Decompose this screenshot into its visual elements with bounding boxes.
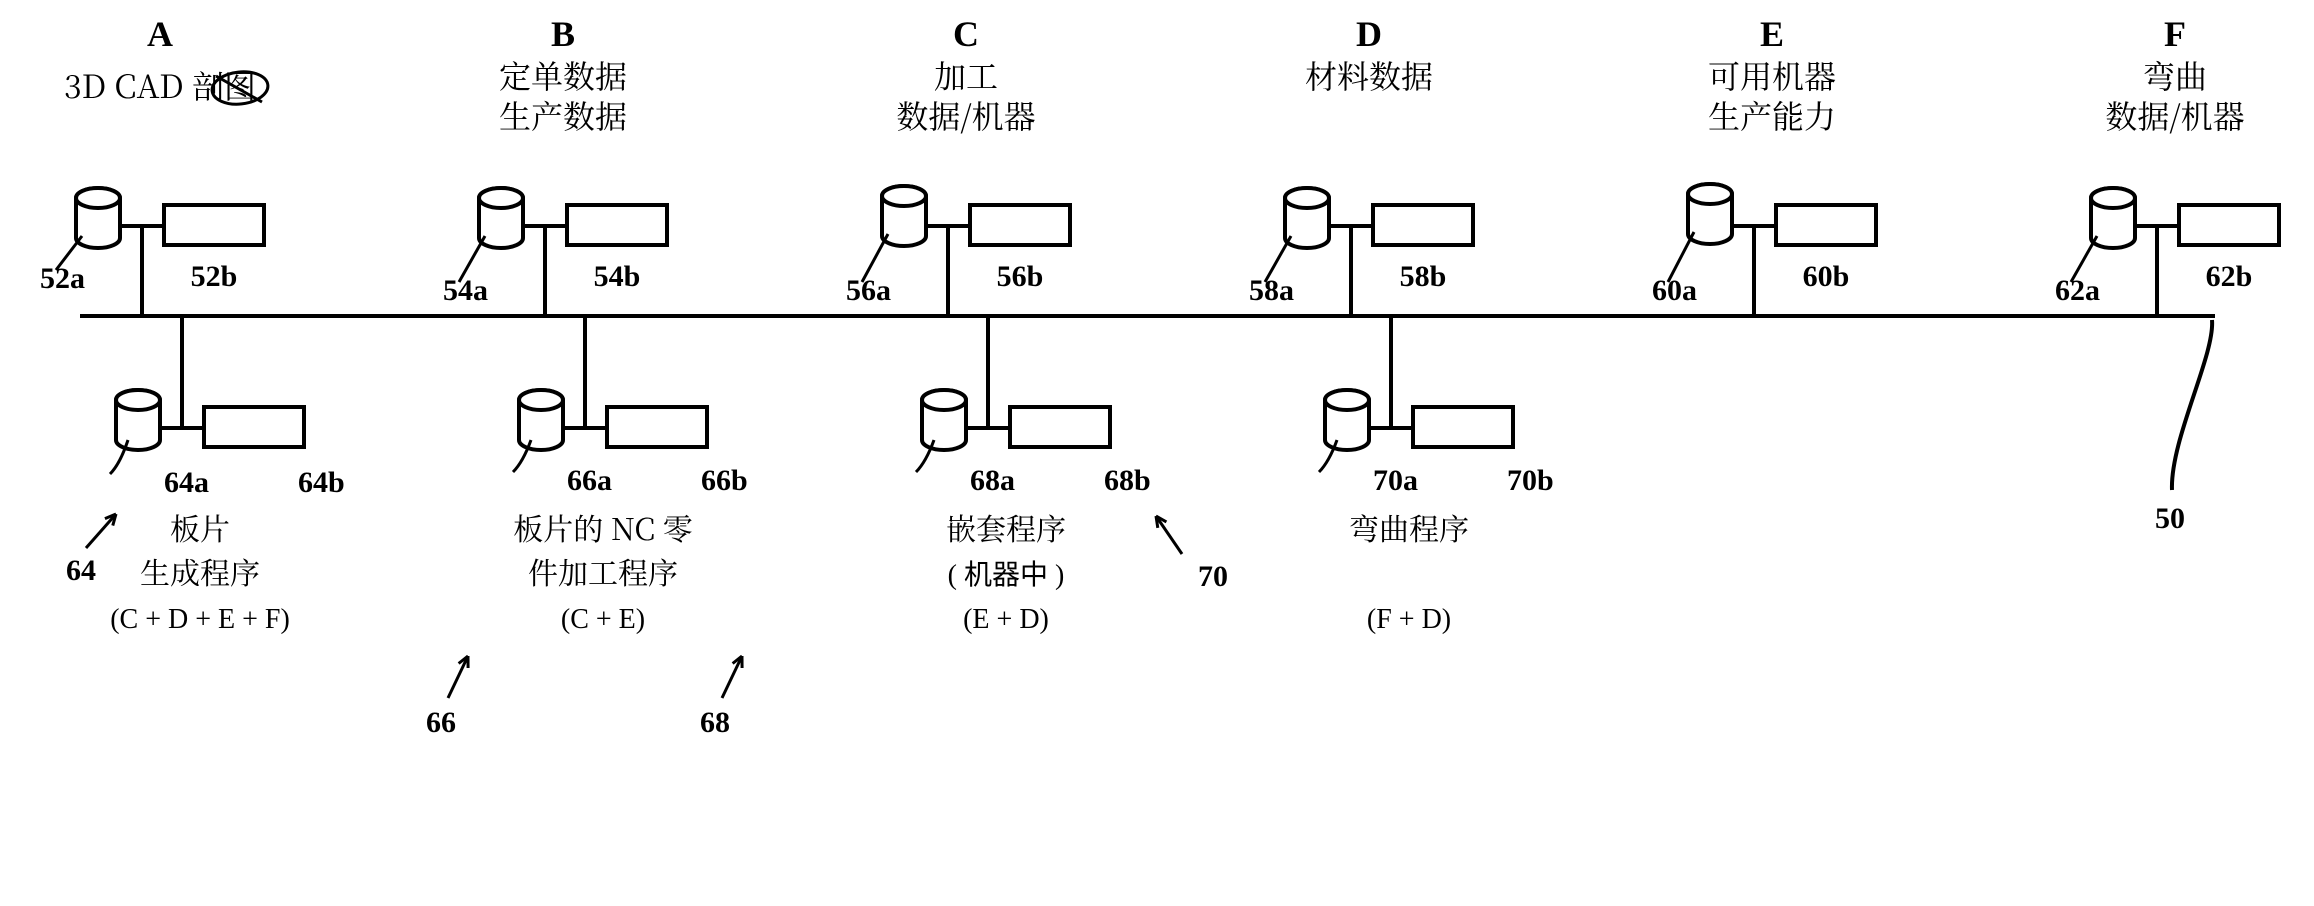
node-label-a: 64a: [164, 466, 209, 499]
node-label-b: 66b: [701, 464, 748, 497]
db-icon: [519, 390, 563, 450]
bus-tail: [2172, 320, 2212, 490]
node-label-a: 54a: [443, 274, 488, 307]
terminal-box: [1010, 407, 1110, 447]
col-letter-e: E: [1760, 14, 1784, 54]
terminal-box: [204, 407, 304, 447]
network-diagram: 50A3D CAD 剖图B定单数据生产数据C加工数据/机器D材料数据E可用机器生…: [0, 0, 2314, 906]
db-icon: [922, 390, 966, 450]
bus-ref-label: 50: [2155, 502, 2185, 535]
terminal-box: [164, 205, 264, 245]
node-label-a: 60a: [1652, 274, 1697, 307]
ref-arrow: [1156, 516, 1182, 554]
node-label-a: 62a: [2055, 274, 2100, 307]
node-label-b: 68b: [1104, 464, 1151, 497]
col-header-line: 材料数据: [1305, 52, 1433, 98]
node-label-a: 52a: [40, 262, 85, 295]
col-header-line: 生产能力: [1708, 92, 1836, 138]
terminal-box: [607, 407, 707, 447]
col-letter-a: A: [147, 14, 173, 54]
db-icon: [2091, 188, 2135, 248]
node-label-b: 70b: [1507, 464, 1554, 497]
node-ref: 64: [66, 554, 96, 587]
db-icon: [1325, 390, 1369, 450]
col-letter-c: C: [953, 14, 979, 54]
node-label-b: 62b: [2206, 260, 2253, 293]
node-caption-line: 件加工程序: [528, 549, 678, 593]
node-label-b: 64b: [298, 466, 345, 499]
col-letter-b: B: [551, 14, 575, 54]
terminal-box: [1413, 407, 1513, 447]
db-icon: [1688, 184, 1732, 244]
node-label-a: 58a: [1249, 274, 1294, 307]
terminal-box: [970, 205, 1070, 245]
node-label-a: 56a: [846, 274, 891, 307]
terminal-box: [1373, 205, 1473, 245]
col-header-line: 数据/机器: [2105, 92, 2244, 138]
col-header-line: 数据/机器: [896, 92, 1035, 138]
col-header-line: 3D CAD 剖图: [64, 62, 256, 108]
db-icon: [479, 188, 523, 248]
node-ref: 68: [700, 706, 730, 739]
db-icon: [76, 188, 120, 248]
col-letter-d: D: [1356, 14, 1382, 54]
node-caption-line: 嵌套程序: [946, 505, 1066, 549]
terminal-box: [567, 205, 667, 245]
node-label-b: 60b: [1803, 260, 1850, 293]
node-label-b: 56b: [997, 260, 1044, 293]
node-caption-line: (C + D + E + F): [110, 604, 290, 635]
terminal-box: [2179, 205, 2279, 245]
node-label-b: 54b: [594, 260, 641, 293]
terminal-box: [1776, 205, 1876, 245]
node-label-b: 58b: [1400, 260, 1447, 293]
col-header-line: 生产数据: [499, 92, 627, 138]
col-letter-f: F: [2164, 14, 2186, 54]
node-caption-line: (C + E): [561, 604, 645, 635]
node-caption-line: (E + D): [963, 604, 1049, 635]
node-label-a: 68a: [970, 464, 1015, 497]
db-icon: [116, 390, 160, 450]
node-label-a: 66a: [567, 464, 612, 497]
node-caption-line: 弯曲程序: [1349, 505, 1469, 549]
node-ref: 66: [426, 706, 456, 739]
node-ref: 70: [1198, 560, 1228, 593]
node-caption-line: 板片的 NC 零: [513, 505, 692, 549]
ref-arrow: [86, 514, 116, 548]
node-label-a: 70a: [1373, 464, 1418, 497]
node-caption-line: 板片: [170, 505, 230, 549]
db-icon: [882, 186, 926, 246]
node-label-b: 52b: [191, 260, 238, 293]
node-caption-line: (F + D): [1367, 604, 1451, 635]
node-caption-line: 生成程序: [140, 549, 260, 593]
db-icon: [1285, 188, 1329, 248]
node-caption-line: ( 机器中 ): [948, 559, 1065, 591]
